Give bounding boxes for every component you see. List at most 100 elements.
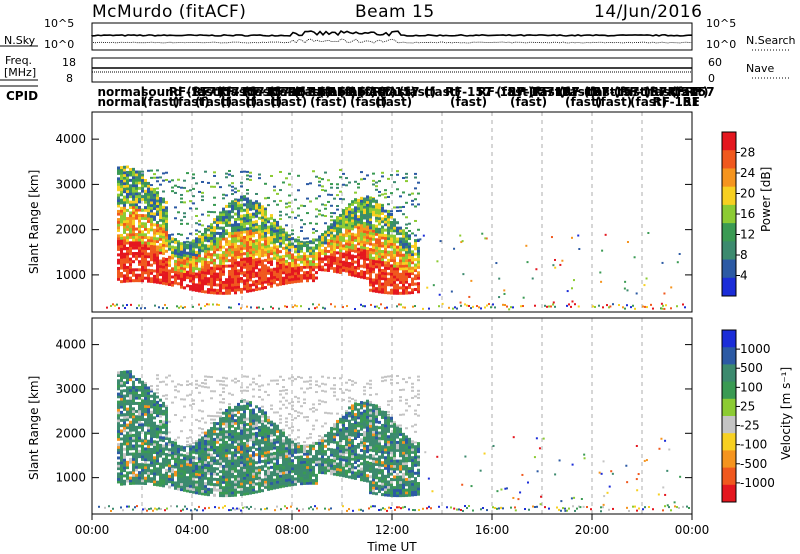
echo-cell bbox=[234, 280, 237, 284]
echo-cell bbox=[228, 459, 231, 463]
echo-cell bbox=[282, 396, 285, 399]
echo-cell bbox=[387, 264, 390, 268]
echo-cell bbox=[120, 214, 123, 218]
echo-cell bbox=[261, 449, 264, 453]
echo-cell bbox=[201, 492, 204, 496]
echo-cell bbox=[231, 275, 234, 279]
echo-cell bbox=[246, 386, 249, 389]
echo-cell bbox=[213, 280, 216, 284]
echo-cell bbox=[267, 445, 270, 449]
echo-cell bbox=[240, 439, 243, 443]
echo-cell bbox=[123, 244, 126, 248]
echo-cell bbox=[291, 242, 294, 246]
echo-cell bbox=[264, 250, 267, 254]
echo-cell bbox=[207, 447, 210, 451]
echo-cell bbox=[123, 184, 126, 188]
echo-cell bbox=[258, 238, 261, 242]
echo-cell bbox=[228, 231, 231, 235]
echo-cell bbox=[198, 303, 200, 306]
echo-cell bbox=[572, 279, 575, 282]
echo-cell bbox=[243, 263, 246, 267]
echo-cell bbox=[222, 376, 225, 379]
echo-cell bbox=[213, 429, 216, 433]
echo-cell bbox=[129, 268, 132, 272]
echo-cell bbox=[297, 252, 300, 256]
echo-cell bbox=[189, 241, 192, 245]
echo-cell bbox=[138, 396, 141, 400]
echo-cell bbox=[129, 399, 132, 403]
echo-cell bbox=[408, 275, 411, 279]
echo-cell bbox=[270, 284, 273, 288]
colorbar-segment bbox=[722, 277, 736, 297]
echo-cell bbox=[399, 245, 402, 249]
echo-cell bbox=[297, 414, 300, 417]
echo-cell bbox=[246, 213, 249, 217]
echo-cell bbox=[153, 442, 156, 446]
echo-cell bbox=[210, 269, 213, 273]
echo-cell bbox=[219, 494, 222, 498]
echo-cell bbox=[240, 386, 243, 389]
echo-cell bbox=[384, 272, 387, 276]
echo-cell bbox=[213, 456, 216, 460]
echo-cell bbox=[237, 416, 240, 420]
echo-cell bbox=[168, 474, 171, 478]
echo-cell bbox=[366, 214, 369, 218]
echo-cell bbox=[306, 481, 309, 485]
echo-cell bbox=[240, 230, 243, 234]
echo-cell bbox=[243, 420, 246, 424]
echo-cell bbox=[333, 267, 336, 271]
echo-cell bbox=[192, 469, 195, 473]
echo-cell bbox=[222, 427, 225, 431]
echo-cell bbox=[240, 236, 243, 240]
echo-cell bbox=[481, 232, 484, 235]
echo-cell bbox=[201, 479, 204, 483]
echo-cell bbox=[174, 462, 177, 466]
echo-cell bbox=[162, 208, 165, 212]
echo-cell bbox=[262, 307, 264, 310]
echo-cell bbox=[210, 480, 213, 484]
echo-cell bbox=[354, 247, 357, 251]
colorbar-tick-label: 4 bbox=[740, 269, 748, 283]
echo-cell bbox=[459, 234, 462, 237]
echo-cell bbox=[138, 205, 141, 209]
echo-cell bbox=[144, 241, 147, 245]
echo-cell bbox=[452, 307, 454, 310]
echo-cell bbox=[144, 225, 147, 229]
echo-cell bbox=[219, 256, 222, 260]
echo-cell bbox=[252, 475, 255, 479]
echo-cell bbox=[135, 203, 138, 207]
echo-cell bbox=[144, 200, 147, 204]
echo-cell bbox=[152, 509, 154, 512]
echo-cell bbox=[207, 455, 210, 459]
echo-cell bbox=[198, 289, 201, 293]
echo-cell bbox=[291, 237, 294, 241]
echo-cell bbox=[261, 232, 264, 236]
echo-cell bbox=[237, 421, 240, 425]
echo-cell bbox=[252, 247, 255, 251]
echo-cell bbox=[165, 436, 168, 440]
echo-cell bbox=[273, 256, 276, 260]
echo-cell bbox=[216, 182, 219, 185]
echo-cell bbox=[213, 440, 216, 444]
echo-cell bbox=[195, 283, 198, 287]
echo-cell bbox=[146, 509, 148, 512]
echo-cell bbox=[150, 405, 153, 409]
echo-cell bbox=[228, 215, 231, 219]
echo-cell bbox=[162, 268, 165, 272]
echo-cell bbox=[255, 203, 258, 207]
echo-cell bbox=[351, 262, 354, 266]
echo-cell bbox=[222, 398, 225, 401]
echo-cell bbox=[186, 465, 189, 469]
echo-cell bbox=[354, 191, 357, 194]
echo-cell bbox=[381, 204, 384, 207]
echo-cell bbox=[246, 287, 249, 291]
echo-cell bbox=[288, 234, 291, 238]
echo-cell bbox=[129, 241, 132, 245]
echo-cell bbox=[225, 210, 228, 214]
echo-cell bbox=[369, 207, 372, 211]
echo-cell bbox=[411, 203, 414, 206]
echo-cell bbox=[144, 189, 147, 193]
echo-cell bbox=[390, 174, 393, 177]
echo-cell bbox=[192, 399, 195, 402]
echo-cell bbox=[150, 201, 153, 205]
